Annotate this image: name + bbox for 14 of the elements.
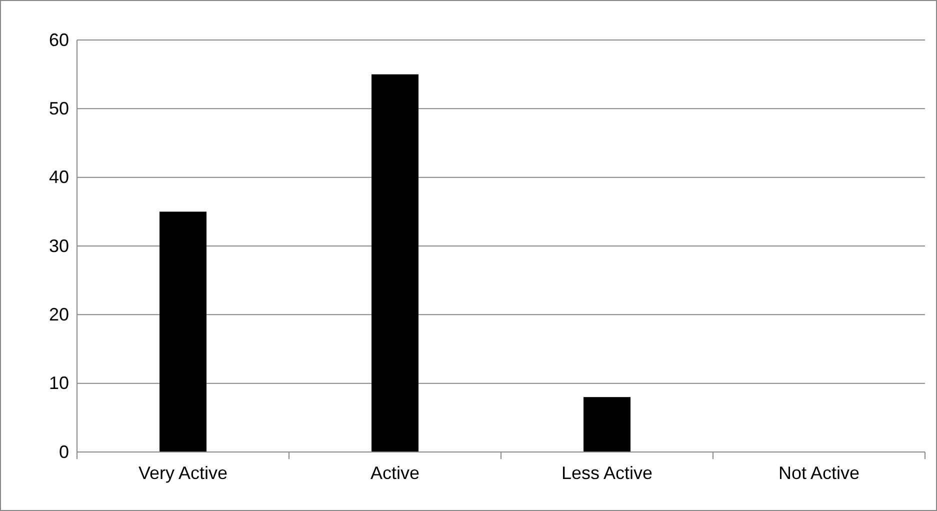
y-tick-label: 60 xyxy=(48,30,69,50)
x-tick-label: Not Active xyxy=(778,462,860,483)
y-tick-label: 20 xyxy=(48,304,69,324)
bar xyxy=(372,74,418,452)
y-tick-label: 30 xyxy=(48,236,69,256)
bar xyxy=(584,397,630,452)
bar xyxy=(160,212,206,452)
y-tick-label: 50 xyxy=(48,98,69,118)
y-tick-label: 10 xyxy=(48,373,69,394)
y-tick-label: 40 xyxy=(48,167,69,188)
y-tick-label: 0 xyxy=(58,442,69,462)
x-tick-label: Less Active xyxy=(561,462,653,483)
x-tick-label: Very Active xyxy=(138,462,228,483)
x-tick-label: Active xyxy=(370,462,420,483)
